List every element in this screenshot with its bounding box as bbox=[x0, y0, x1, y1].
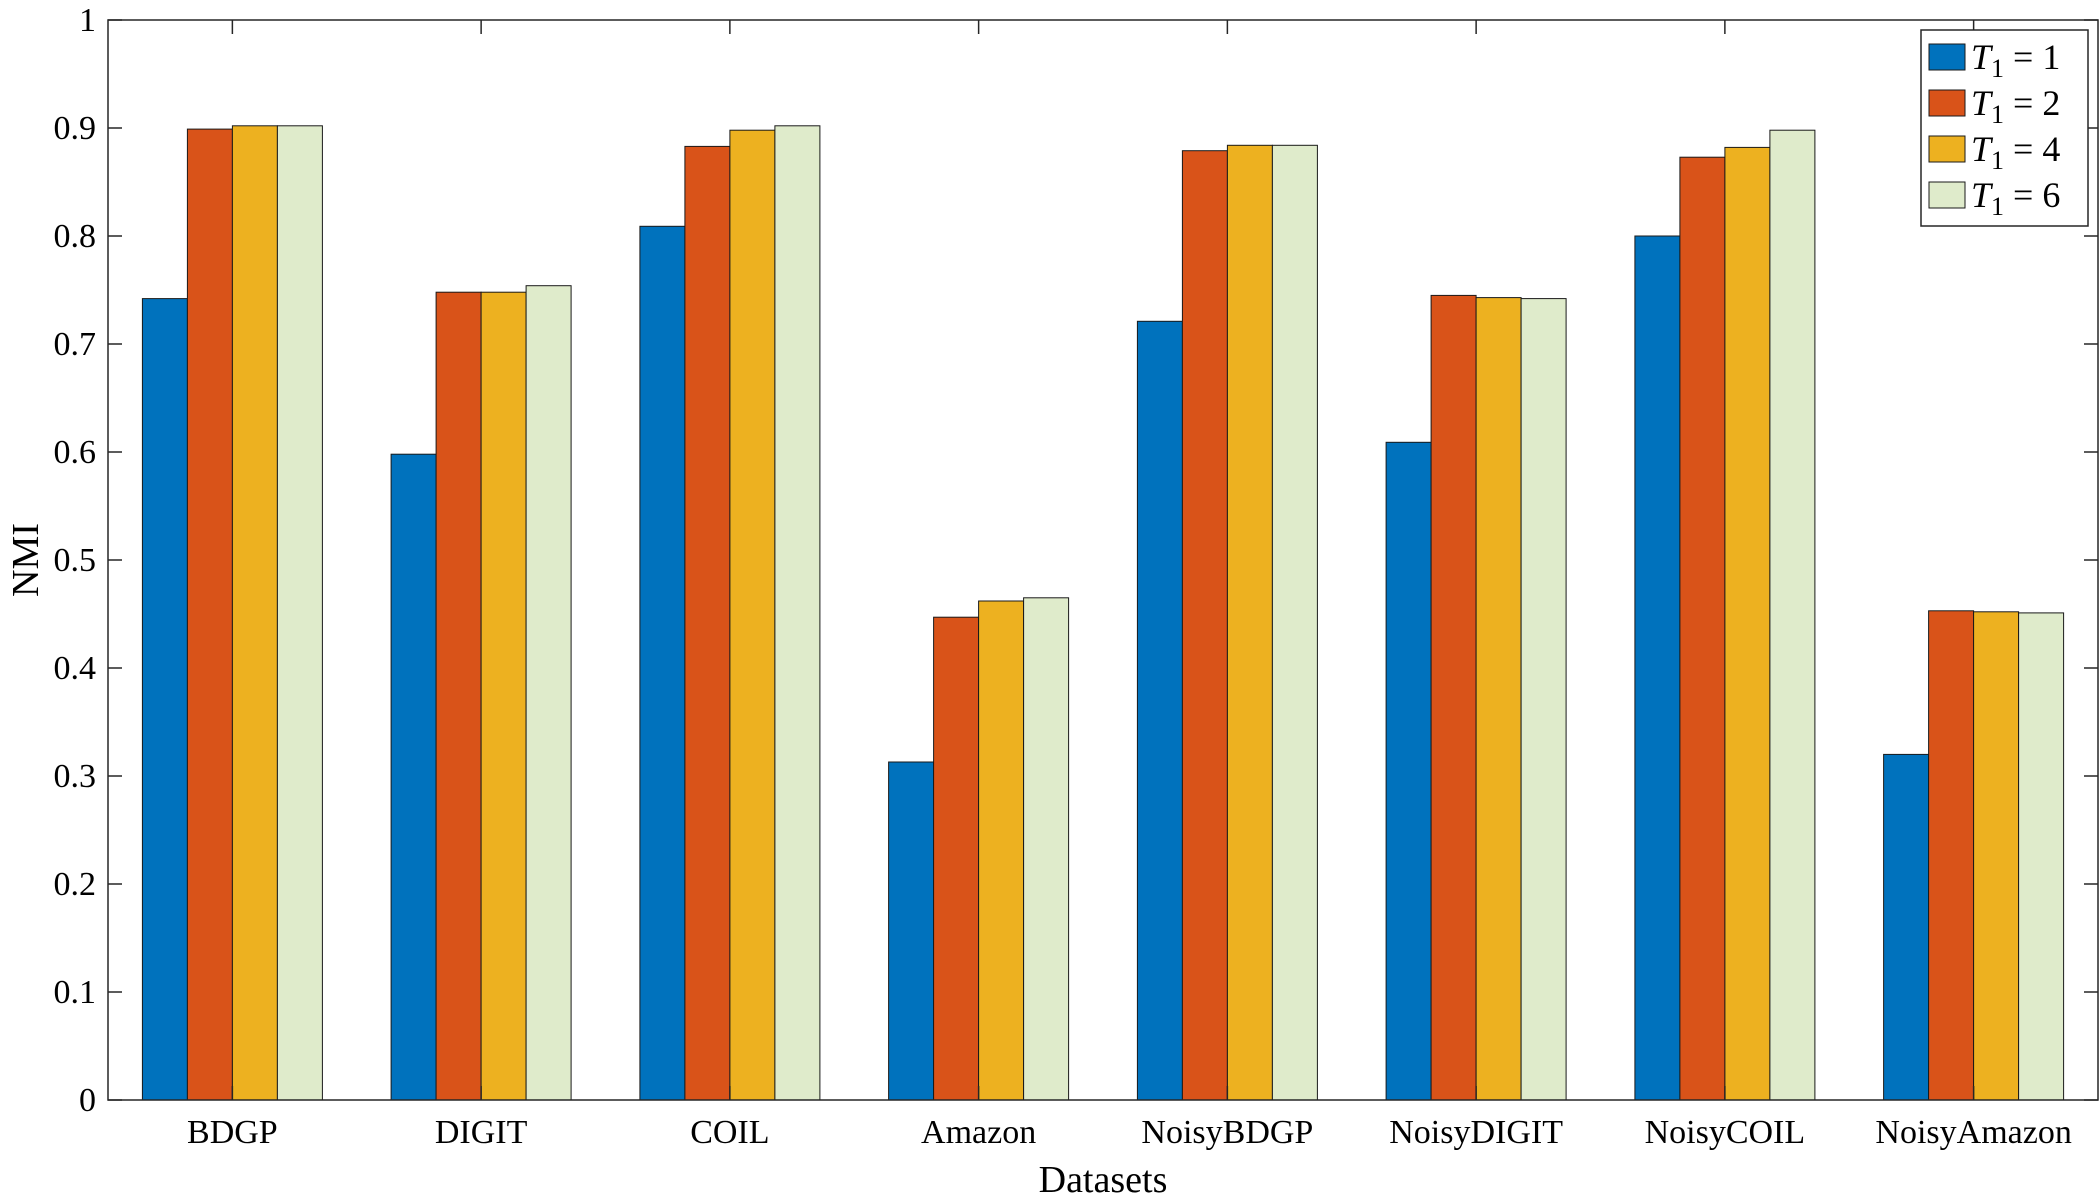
bar-noisybdgp-series-3 bbox=[1226, 144, 1273, 1101]
legend-swatch-1 bbox=[1928, 43, 1966, 71]
bar-noisybdgp-series-2 bbox=[1181, 150, 1228, 1101]
bar-amazon-series-1 bbox=[888, 761, 935, 1101]
bars-group bbox=[141, 125, 2065, 1101]
legend-swatch-4 bbox=[1928, 181, 1966, 209]
y-tick-label: 0.1 bbox=[54, 974, 97, 1011]
legend-swatch-2 bbox=[1928, 89, 1966, 117]
y-tick-label: 0.9 bbox=[54, 110, 97, 147]
bar-digit-series-4 bbox=[525, 285, 572, 1101]
legend-label-3: T1 = 4 bbox=[1971, 129, 2060, 175]
y-tick-label: 1 bbox=[79, 2, 96, 39]
x-tick-label: NoisyBDGP bbox=[1141, 1114, 1313, 1151]
x-tick-label: NoisyCOIL bbox=[1645, 1114, 1806, 1151]
bar-amazon-series-3 bbox=[978, 600, 1025, 1101]
x-tick-label: Amazon bbox=[921, 1114, 1036, 1151]
legend-label-2: T1 = 2 bbox=[1971, 83, 2060, 129]
bar-noisydigit-series-3 bbox=[1475, 297, 1522, 1101]
bar-noisydigit-series-2 bbox=[1430, 294, 1477, 1101]
bar-noisyamazon-series-3 bbox=[1973, 611, 2020, 1101]
y-tick-label: 0.6 bbox=[54, 434, 97, 471]
bar-noisybdgp-series-4 bbox=[1271, 144, 1318, 1101]
legend-swatch-3 bbox=[1928, 135, 1966, 163]
bar-noisycoil-series-1 bbox=[1634, 235, 1681, 1101]
bar-noisyamazon-series-1 bbox=[1883, 753, 1930, 1101]
legend-label-4: T1 = 6 bbox=[1971, 175, 2060, 221]
bar-bdgp-series-1 bbox=[141, 298, 188, 1101]
y-tick-label: 0.8 bbox=[54, 218, 97, 255]
legend-label-1: T1 = 1 bbox=[1971, 37, 2060, 83]
bar-noisydigit-series-4 bbox=[1520, 298, 1567, 1101]
bar-noisydigit-series-1 bbox=[1385, 441, 1432, 1101]
bar-coil-series-1 bbox=[639, 225, 686, 1101]
bar-amazon-series-4 bbox=[1023, 597, 1070, 1101]
legend: T1 = 1T1 = 2T1 = 4T1 = 6 bbox=[1920, 29, 2089, 227]
y-axis-title: NMI bbox=[5, 523, 47, 597]
bar-bdgp-series-4 bbox=[276, 125, 323, 1101]
bar-noisyamazon-series-2 bbox=[1928, 610, 1975, 1101]
y-tick-label: 0.2 bbox=[54, 866, 97, 903]
bar-coil-series-4 bbox=[774, 125, 821, 1101]
x-tick-label: DIGIT bbox=[435, 1114, 528, 1151]
x-tick-label: COIL bbox=[690, 1114, 769, 1151]
bar-coil-series-3 bbox=[729, 129, 776, 1101]
y-tick-label: 0.5 bbox=[54, 542, 97, 579]
bar-noisybdgp-series-1 bbox=[1136, 320, 1183, 1101]
bar-noisyamazon-series-4 bbox=[2018, 612, 2065, 1101]
bar-noisycoil-series-3 bbox=[1724, 146, 1771, 1101]
bar-noisycoil-series-4 bbox=[1769, 129, 1816, 1101]
bar-digit-series-1 bbox=[390, 453, 437, 1101]
bar-bdgp-series-3 bbox=[231, 125, 278, 1101]
bar-bdgp-series-2 bbox=[186, 128, 233, 1101]
x-tick-label: NoisyDIGIT bbox=[1389, 1114, 1563, 1151]
bar-digit-series-3 bbox=[480, 291, 527, 1101]
bar-coil-series-2 bbox=[684, 145, 731, 1101]
y-tick-label: 0.3 bbox=[54, 758, 97, 795]
y-tick-label: 0.7 bbox=[54, 326, 97, 363]
y-tick-label: 0 bbox=[79, 1082, 96, 1119]
y-axis: 0 0.1 0.2 0.3 0.4 0.5 0.6 0.7 0.8 0.9 1 bbox=[54, 2, 2098, 1119]
x-axis-title: Datasets bbox=[1039, 1159, 1168, 1200]
bar-noisycoil-series-2 bbox=[1679, 156, 1726, 1101]
bar-amazon-series-2 bbox=[933, 616, 980, 1101]
bar-digit-series-2 bbox=[435, 291, 482, 1101]
x-tick-label: NoisyAmazon bbox=[1875, 1114, 2071, 1151]
x-axis: BDGP DIGIT COIL Amazon NoisyBDGP NoisyDIGIT No… bbox=[187, 20, 2072, 1151]
x-tick-label: BDGP bbox=[187, 1114, 278, 1151]
y-tick-label: 0.4 bbox=[54, 650, 97, 687]
